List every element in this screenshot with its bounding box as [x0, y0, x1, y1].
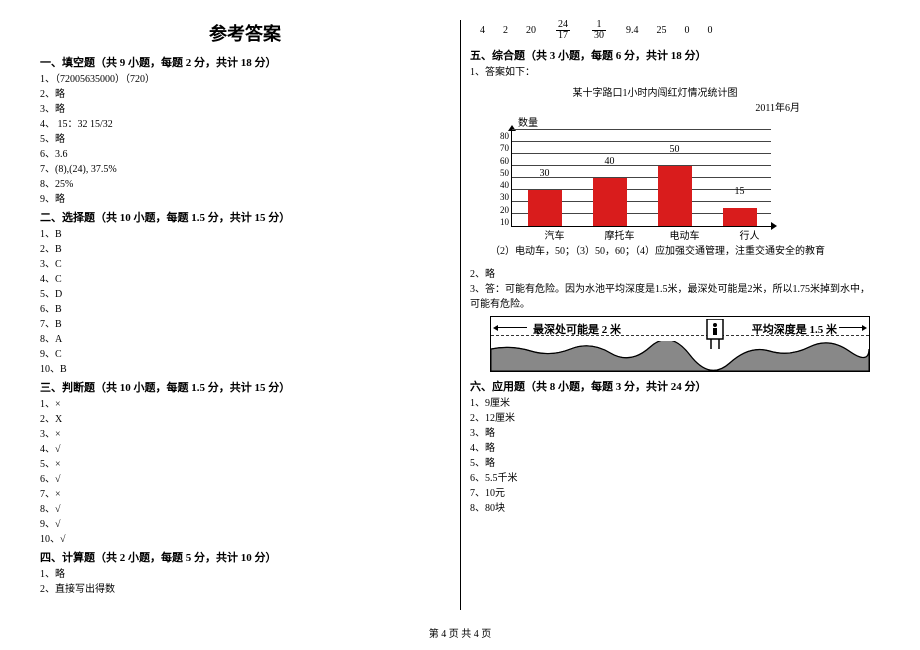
ytick: 10	[500, 217, 509, 227]
depth-arrow-icon	[497, 327, 527, 328]
sec1-item: 1、（72005635000）（720）	[40, 72, 450, 87]
bar-chart: 某十字路口1小时内闯红灯情况统计图 2011年6月 数量 80 70 60 50…	[500, 84, 810, 242]
xlabel: 电动车	[652, 227, 717, 242]
sec1-item: 3、略	[40, 102, 450, 117]
ytick: 40	[500, 180, 509, 190]
ytick: 30	[500, 192, 509, 202]
num: 25	[657, 25, 667, 36]
sec5-head: 五、综合题（共 3 小题，每题 6 分，共计 18 分）	[470, 47, 880, 63]
ytick: 80	[500, 131, 509, 141]
sec1-item: 2、略	[40, 87, 450, 102]
ytick: 50	[500, 168, 509, 178]
sec5-q1: 1、答案如下：	[470, 65, 880, 80]
fraction: 2417	[556, 20, 570, 41]
chart-title: 某十字路口1小时内闯红灯情况统计图	[500, 84, 810, 99]
sec5-q3a: 3、答：可能有危险。因为水池平均深度是1.5米，最深处可能是2米，所以1.75米…	[470, 282, 880, 297]
sec6-item: 4、略	[470, 441, 880, 456]
sec2-item: 7、B	[40, 317, 450, 332]
num: 0	[685, 25, 690, 36]
sec3-item: 3、×	[40, 427, 450, 442]
sec3-item: 1、×	[40, 397, 450, 412]
sec3-item: 7、×	[40, 487, 450, 502]
depth-diagram: 最深处可能是 2 米 平均深度是 1.5 米	[490, 316, 870, 372]
right-column: 4 2 20 2417 130 9.4 25 0 0 五、综合题（共 3 小题，…	[460, 20, 890, 650]
sec2-item: 4、C	[40, 272, 450, 287]
sec6-item: 2、12厘米	[470, 411, 880, 426]
sec4-head: 四、计算题（共 2 小题，每题 5 分，共计 10 分）	[40, 549, 450, 565]
xlabel: 汽车	[522, 227, 587, 242]
sec2-item: 10、B	[40, 362, 450, 377]
sec3-item: 8、√	[40, 502, 450, 517]
sec3-head: 三、判断题（共 10 小题，每题 1.5 分，共计 15 分）	[40, 379, 450, 395]
sec4-item: 2、直接写出得数	[40, 582, 450, 597]
num: 4	[480, 25, 485, 36]
sec5-q2: 2、略	[470, 267, 880, 282]
sec1-item: 4、 15：32 15/32	[40, 117, 450, 132]
sec6-item: 3、略	[470, 426, 880, 441]
column-divider	[460, 20, 461, 610]
sec1-item: 9、略	[40, 192, 450, 207]
sec1-item: 8、25%	[40, 177, 450, 192]
spacer	[470, 259, 880, 267]
axis-arrow-icon	[771, 222, 777, 230]
sec1-item: 5、略	[40, 132, 450, 147]
sec2-item: 2、B	[40, 242, 450, 257]
num: 9.4	[626, 25, 639, 36]
sec3-item: 9、√	[40, 517, 450, 532]
fraction: 130	[592, 20, 606, 41]
ytick: 20	[500, 205, 509, 215]
number-row: 4 2 20 2417 130 9.4 25 0 0	[470, 20, 880, 41]
num: 20	[526, 25, 536, 36]
ytick: 70	[500, 143, 509, 153]
sec3-item: 10、√	[40, 532, 450, 547]
sec2-item: 3、C	[40, 257, 450, 272]
num: 0	[708, 25, 713, 36]
sec2-item: 6、B	[40, 302, 450, 317]
sec1-item: 7、(8),(24), 37.5%	[40, 162, 450, 177]
axis-arrow-icon	[508, 125, 516, 131]
sec5-q3b: 可能有危险。	[470, 297, 880, 312]
chart-date: 2011年6月	[500, 99, 800, 114]
sec6-item: 6、5.5千米	[470, 471, 880, 486]
sec4-item: 1、略	[40, 567, 450, 582]
ytick: 60	[500, 156, 509, 166]
sec6-item: 7、10元	[470, 486, 880, 501]
num: 2	[503, 25, 508, 36]
left-column: 参考答案 一、填空题（共 9 小题，每题 2 分，共计 18 分） 1、（720…	[30, 20, 460, 650]
sec3-item: 2、X	[40, 412, 450, 427]
chart-ylabel: 数量	[518, 114, 810, 129]
sec3-item: 6、√	[40, 472, 450, 487]
page: 参考答案 一、填空题（共 9 小题，每题 2 分，共计 18 分） 1、（720…	[0, 0, 920, 650]
chart-body: 80 70 60 50 40 30 20 10 30405015	[500, 131, 810, 227]
sec2-item: 5、D	[40, 287, 450, 302]
sec2-item: 9、C	[40, 347, 450, 362]
sec2-item: 1、B	[40, 227, 450, 242]
sec3-item: 4、√	[40, 442, 450, 457]
sec5-q1-answer: （2）电动车，50；（3）50，60；（4）应加强交通管理，注重交通安全的教育	[490, 244, 880, 259]
sec1-head: 一、填空题（共 9 小题，每题 2 分，共计 18 分）	[40, 54, 450, 70]
chart-xlabels: 汽车 摩托车 电动车 行人	[522, 227, 782, 242]
sec6-item: 5、略	[470, 456, 880, 471]
sec6-head: 六、应用题（共 8 小题，每题 3 分，共计 24 分）	[470, 378, 880, 394]
pool-ground	[491, 341, 869, 371]
xlabel: 摩托车	[587, 227, 652, 242]
page-footer: 第 4 页 共 4 页	[0, 625, 920, 640]
sec6-item: 8、80块	[470, 501, 880, 516]
sec3-item: 5、×	[40, 457, 450, 472]
sec1-item: 6、3.6	[40, 147, 450, 162]
sec6-item: 1、9厘米	[470, 396, 880, 411]
sec2-head: 二、选择题（共 10 小题，每题 1.5 分，共计 15 分）	[40, 209, 450, 225]
chart-plot: 30405015	[511, 131, 771, 227]
water-line	[491, 335, 869, 336]
page-title: 参考答案	[40, 20, 450, 46]
sec2-item: 8、A	[40, 332, 450, 347]
chart-yaxis: 80 70 60 50 40 30 20 10	[500, 131, 511, 227]
